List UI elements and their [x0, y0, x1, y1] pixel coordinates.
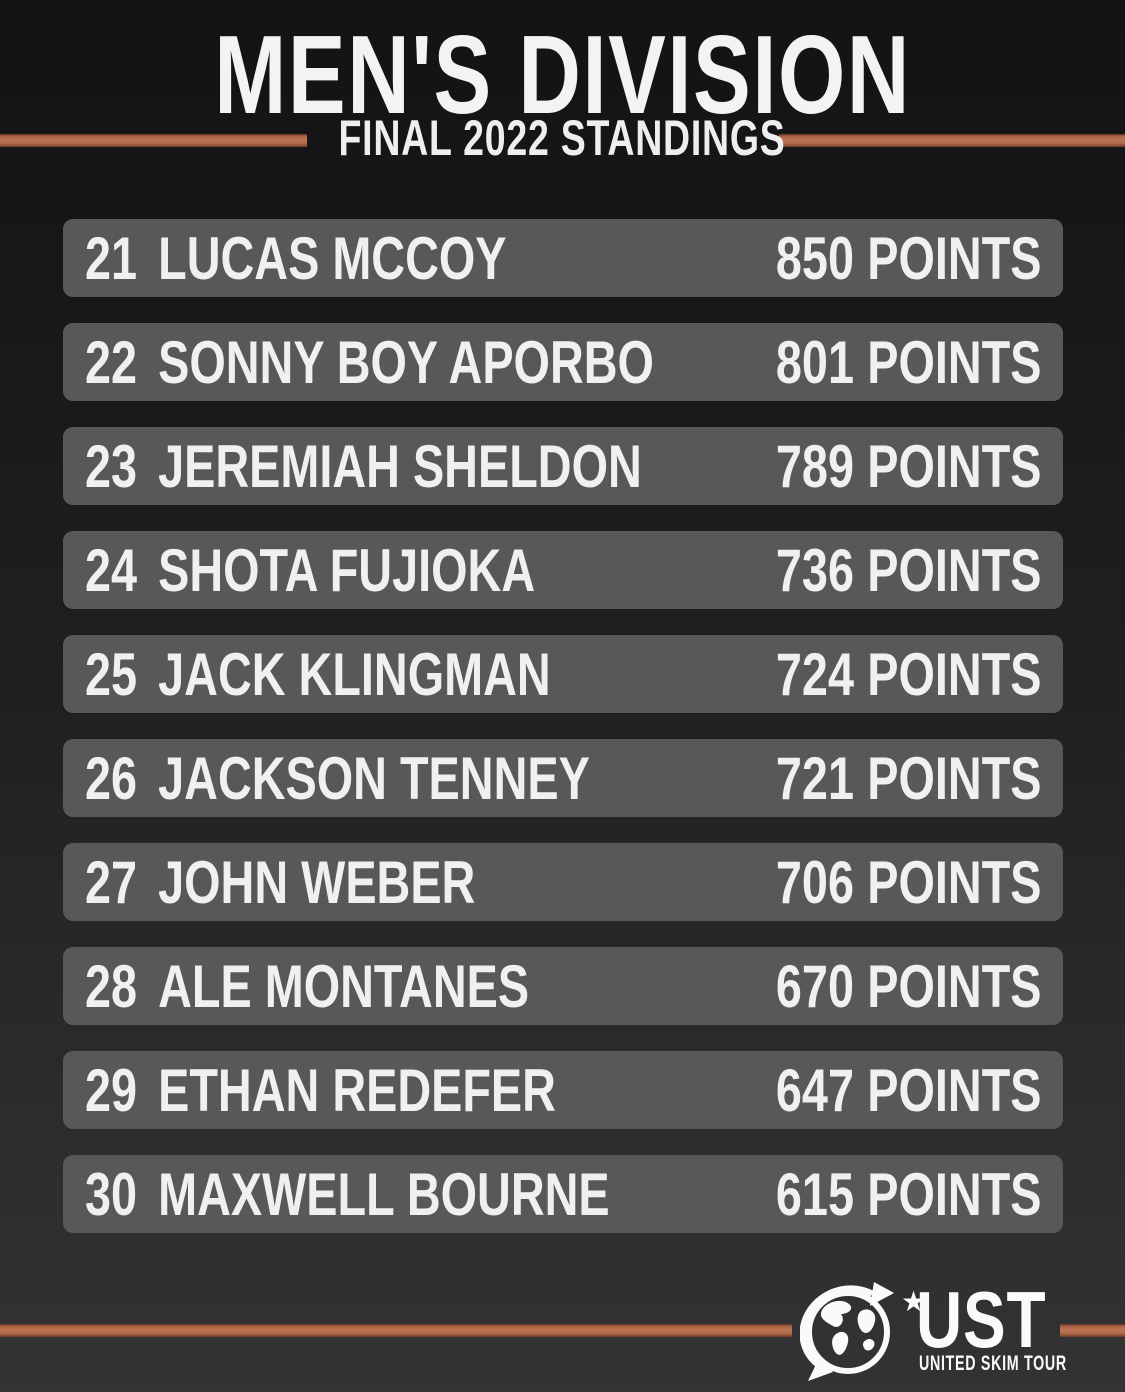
rank: 29	[85, 1056, 138, 1124]
athlete-name: JACK KLINGMAN	[158, 640, 551, 708]
page-title: MEN'S DIVISION	[0, 20, 1125, 131]
accent-line-bottom-right	[1060, 1324, 1125, 1337]
standings-list: 21 LUCAS MCCOY 850 POINTS 22 SONNY BOY A…	[63, 219, 1063, 1259]
rank: 21	[85, 224, 138, 292]
points-value: 724	[775, 640, 854, 708]
page-subtitle: FINAL 2022 STANDINGS	[0, 113, 1125, 163]
rank: 25	[85, 640, 138, 708]
standings-row-30: 30 MAXWELL BOURNE 615 POINTS	[63, 1155, 1063, 1233]
athlete-name: ALE MONTANES	[158, 952, 530, 1020]
standings-row-22: 22 SONNY BOY APORBO 801 POINTS	[63, 323, 1063, 401]
points-value: 736	[775, 536, 854, 604]
athlete-name: SONNY BOY APORBO	[158, 328, 654, 396]
athlete-name: LUCAS MCCOY	[158, 224, 507, 292]
athlete-name: JACKSON TENNEY	[158, 744, 590, 812]
points-label: POINTS	[866, 952, 1041, 1020]
rank: 28	[85, 952, 138, 1020]
points-label: POINTS	[866, 640, 1041, 708]
accent-line-bottom-left	[0, 1324, 792, 1337]
athlete-name: ETHAN REDEFER	[158, 1056, 556, 1124]
standings-row-23: 23 JEREMIAH SHELDON 789 POINTS	[63, 427, 1063, 505]
points-label: POINTS	[866, 744, 1041, 812]
points-value: 647	[775, 1056, 854, 1124]
rank: 30	[85, 1160, 138, 1228]
logo-acronym: UST	[916, 1275, 1047, 1364]
accent-line-top-right	[779, 134, 1125, 147]
star-icon: ★	[901, 1286, 927, 1317]
points-label: POINTS	[866, 848, 1041, 916]
rank: 27	[85, 848, 138, 916]
points-label: POINTS	[866, 1056, 1041, 1124]
athlete-name: JOHN WEBER	[158, 848, 476, 916]
points-label: POINTS	[866, 432, 1041, 500]
standings-row-24: 24 SHOTA FUJIOKA 736 POINTS	[63, 531, 1063, 609]
points-value: 789	[775, 432, 854, 500]
rank: 22	[85, 328, 138, 396]
standings-row-27: 27 JOHN WEBER 706 POINTS	[63, 843, 1063, 921]
rank: 23	[85, 432, 138, 500]
standings-row-21: 21 LUCAS MCCOY 850 POINTS	[63, 219, 1063, 297]
page-subtitle-text: FINAL 2022 STANDINGS	[338, 110, 787, 166]
points-value: 706	[775, 848, 854, 916]
athlete-name: SHOTA FUJIOKA	[158, 536, 536, 604]
athlete-name: MAXWELL BOURNE	[158, 1160, 610, 1228]
points-label: POINTS	[866, 224, 1041, 292]
ust-logo: ★ UST UNITED SKIM TOUR	[800, 1280, 1066, 1385]
page-title-text: MEN'S DIVISION	[214, 13, 911, 137]
rank: 24	[85, 536, 138, 604]
rank: 26	[85, 744, 138, 812]
athlete-name: JEREMIAH SHELDON	[158, 432, 642, 500]
points-value: 670	[775, 952, 854, 1020]
standings-row-25: 25 JACK KLINGMAN 724 POINTS	[63, 635, 1063, 713]
points-label: POINTS	[866, 328, 1041, 396]
points-label: POINTS	[866, 536, 1041, 604]
points-value: 615	[775, 1160, 854, 1228]
standings-row-29: 29 ETHAN REDEFER 647 POINTS	[63, 1051, 1063, 1129]
points-value: 721	[775, 744, 854, 812]
points-label: POINTS	[866, 1160, 1041, 1228]
points-value: 801	[775, 328, 854, 396]
accent-line-top-left	[0, 134, 307, 147]
standings-row-26: 26 JACKSON TENNEY 721 POINTS	[63, 739, 1063, 817]
globe-icon	[800, 1282, 894, 1381]
points-value: 850	[775, 224, 854, 292]
logo-name: UNITED SKIM TOUR	[919, 1352, 1067, 1375]
standings-row-28: 28 ALE MONTANES 670 POINTS	[63, 947, 1063, 1025]
